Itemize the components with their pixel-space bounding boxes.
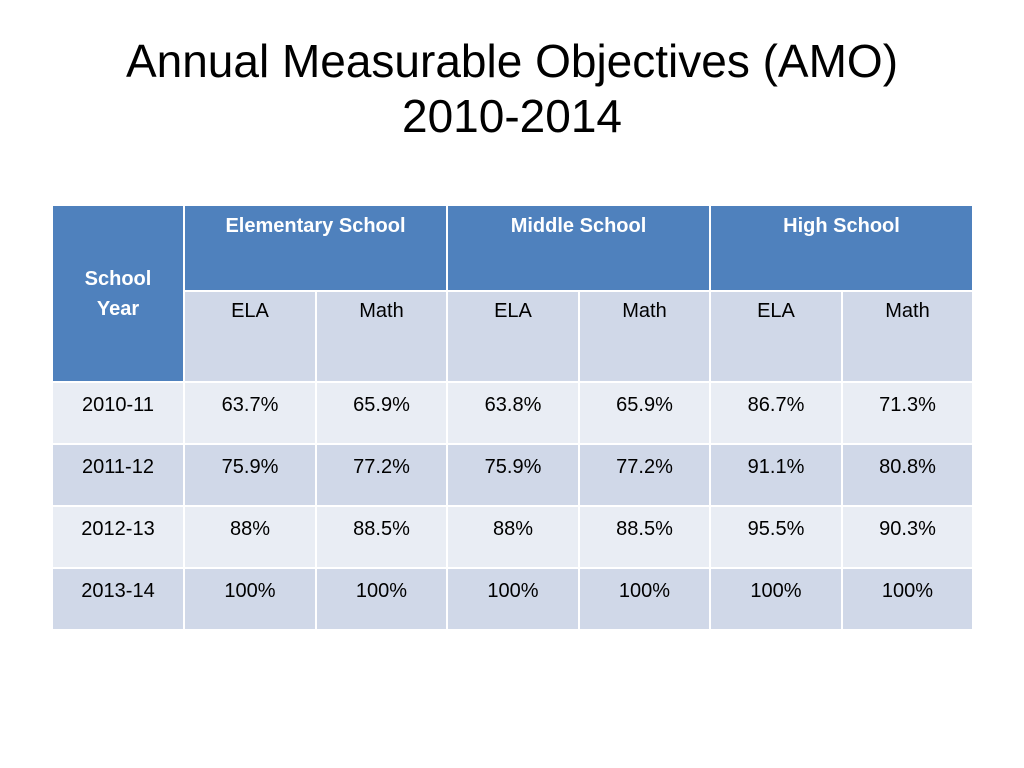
subject-header-middle-math: Math bbox=[578, 290, 711, 383]
table-row: 2010-11 63.7% 65.9% 63.8% 65.9% 86.7% 71… bbox=[51, 381, 975, 445]
table-cell: 80.8% bbox=[840, 443, 975, 507]
table-cell: 75.9% bbox=[183, 443, 317, 507]
school-year-header-line-1: School bbox=[84, 267, 152, 290]
table-cell: 75.9% bbox=[446, 443, 580, 507]
table-cell: 91.1% bbox=[709, 443, 843, 507]
table-cell: 90.3% bbox=[840, 505, 975, 569]
table-cell: 88% bbox=[446, 505, 580, 569]
slide-title-line-1: Annual Measurable Objectives (AMO) bbox=[125, 35, 899, 87]
table-cell: 86.7% bbox=[709, 381, 843, 445]
row-year-cell: 2011-12 bbox=[51, 443, 185, 507]
row-year-cell: 2013-14 bbox=[51, 567, 185, 631]
table-cell: 63.7% bbox=[183, 381, 317, 445]
table-cell: 100% bbox=[446, 567, 580, 631]
subject-header-high-math: Math bbox=[840, 290, 975, 383]
table-cell: 77.2% bbox=[578, 443, 711, 507]
table-cell: 88% bbox=[183, 505, 317, 569]
group-header-high: High School bbox=[708, 204, 975, 292]
table-cell: 100% bbox=[709, 567, 843, 631]
group-header-elementary: Elementary School bbox=[183, 204, 448, 292]
table-cell: 65.9% bbox=[578, 381, 711, 445]
row-year-cell: 2012-13 bbox=[51, 505, 185, 569]
table-cell: 100% bbox=[578, 567, 711, 631]
row-year-cell: 2010-11 bbox=[51, 381, 185, 445]
school-year-header-line-2: Year bbox=[96, 297, 140, 320]
school-year-header: School Year bbox=[51, 204, 185, 383]
subject-header-high-ela: ELA bbox=[709, 290, 843, 383]
table-cell: 95.5% bbox=[709, 505, 843, 569]
subject-header-row: ELA Math ELA Math ELA Math bbox=[52, 290, 975, 383]
table-cell: 100% bbox=[840, 567, 975, 631]
table-row: 2011-12 75.9% 77.2% 75.9% 77.2% 91.1% 80… bbox=[51, 443, 975, 507]
table-cell: 88.5% bbox=[578, 505, 711, 569]
subject-header-elementary-ela: ELA bbox=[183, 290, 317, 383]
table-cell: 88.5% bbox=[315, 505, 448, 569]
table-cell: 77.2% bbox=[315, 443, 448, 507]
table-cell: 100% bbox=[315, 567, 448, 631]
subject-header-elementary-math: Math bbox=[315, 290, 448, 383]
table-cell: 100% bbox=[183, 567, 317, 631]
table-cell: 65.9% bbox=[315, 381, 448, 445]
table-row: 2012-13 88% 88.5% 88% 88.5% 95.5% 90.3% bbox=[51, 505, 975, 569]
subject-header-middle-ela: ELA bbox=[446, 290, 580, 383]
table-cell: 71.3% bbox=[840, 381, 975, 445]
amo-table: School Year Elementary School Middle Sch… bbox=[51, 204, 975, 631]
slide-title: Annual Measurable Objectives (AMO) 2010-… bbox=[0, 34, 1024, 144]
slide-title-line-2: 2010-2014 bbox=[402, 90, 622, 142]
group-header-row: School Year Elementary School Middle Sch… bbox=[51, 204, 975, 383]
table-row: 2013-14 100% 100% 100% 100% 100% 100% bbox=[51, 567, 975, 631]
table-cell: 63.8% bbox=[446, 381, 580, 445]
group-header-middle: Middle School bbox=[446, 204, 711, 292]
